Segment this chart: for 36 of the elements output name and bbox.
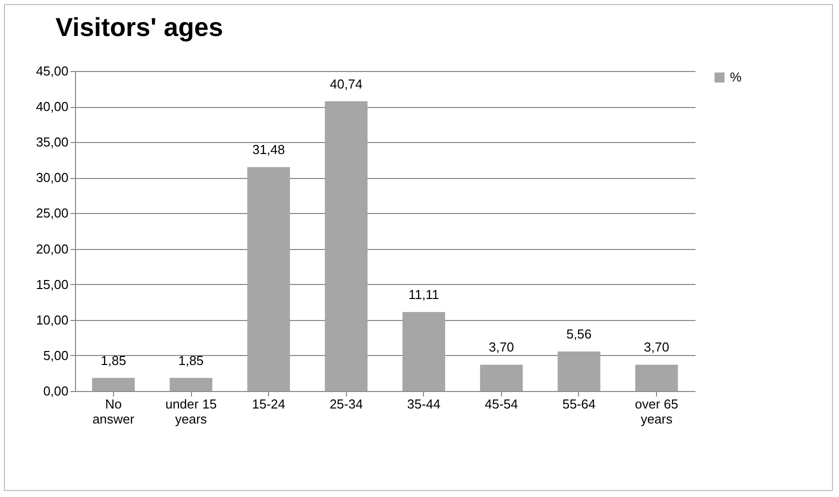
y-tick-label: 25,00 <box>36 206 68 221</box>
y-tick-label: 45,00 <box>36 64 68 78</box>
data-label: 1,85 <box>100 352 126 368</box>
bar <box>247 167 290 391</box>
data-label: 11,11 <box>408 286 440 302</box>
x-tick-label: 45-54 <box>484 396 518 412</box>
x-tick-label: under 15 years <box>165 396 217 426</box>
x-tick-label: 35-44 <box>407 396 440 412</box>
bar <box>480 364 523 391</box>
x-tick-label: over 65 years <box>634 396 678 426</box>
data-label: 40,74 <box>330 76 362 92</box>
data-label: 3,70 <box>488 340 514 355</box>
bar <box>170 378 212 391</box>
chart-title: Visitors' ages <box>55 12 224 42</box>
y-tick-label: 20,00 <box>36 241 68 256</box>
bar <box>92 378 135 391</box>
bar <box>558 351 600 391</box>
x-tick-label: No answer <box>92 396 136 426</box>
y-tick-label: 5,00 <box>43 348 68 363</box>
bar <box>324 101 368 391</box>
x-tick-label: 55-64 <box>562 396 596 412</box>
y-tick-label: 40,00 <box>36 99 68 114</box>
y-tick-label: 35,00 <box>36 134 68 150</box>
bar <box>635 364 678 391</box>
x-tick-label: 15-24 <box>252 396 286 412</box>
legend-label: % <box>730 70 742 84</box>
y-tick-label: 10,00 <box>36 312 68 328</box>
y-tick-label: 0,00 <box>43 384 68 398</box>
x-tick-label: 25-34 <box>330 396 363 412</box>
y-tick-label: 30,00 <box>36 170 68 186</box>
data-label: 5,56 <box>566 326 592 342</box>
data-label: 1,85 <box>178 352 204 368</box>
bar <box>402 312 446 391</box>
y-tick-label: 15,00 <box>36 276 68 292</box>
data-label: 3,70 <box>644 340 670 355</box>
data-label: 31,48 <box>252 142 285 158</box>
